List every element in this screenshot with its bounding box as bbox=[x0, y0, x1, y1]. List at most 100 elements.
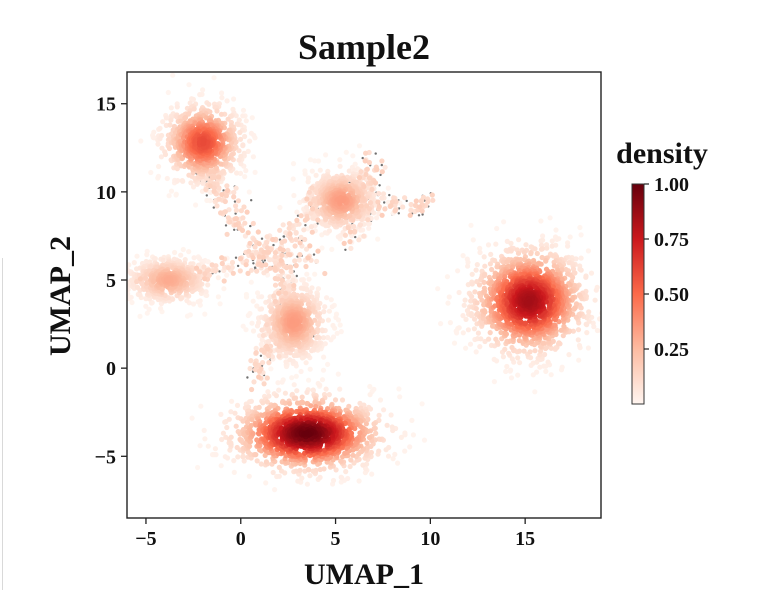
density-point bbox=[248, 267, 254, 273]
density-point bbox=[307, 243, 313, 249]
density-point bbox=[149, 300, 155, 306]
density-point bbox=[129, 299, 135, 306]
density-point bbox=[251, 379, 257, 385]
density-point bbox=[376, 412, 382, 418]
density-point bbox=[245, 270, 251, 276]
density-point bbox=[323, 386, 329, 392]
density-point bbox=[151, 278, 157, 284]
density-point bbox=[301, 227, 307, 233]
density-point bbox=[487, 261, 493, 267]
density-point bbox=[258, 306, 265, 312]
density-point bbox=[303, 360, 309, 366]
density-point bbox=[297, 467, 303, 473]
density-point bbox=[565, 271, 571, 277]
density-point bbox=[270, 469, 276, 476]
density-point bbox=[266, 298, 272, 304]
density-point bbox=[211, 75, 217, 81]
density-point bbox=[305, 301, 311, 307]
density-point bbox=[256, 254, 262, 260]
density-point bbox=[542, 351, 548, 358]
density-point bbox=[391, 195, 397, 201]
density-point bbox=[277, 342, 283, 348]
density-point bbox=[338, 458, 344, 464]
density-point bbox=[279, 277, 285, 283]
density-point bbox=[538, 246, 545, 252]
density-point bbox=[374, 167, 380, 173]
density-point bbox=[534, 250, 540, 257]
density-point bbox=[287, 357, 293, 363]
density-point bbox=[330, 477, 337, 484]
density-point bbox=[219, 90, 225, 96]
density-point bbox=[266, 393, 272, 399]
density-point bbox=[308, 224, 315, 230]
density-point bbox=[392, 451, 398, 457]
density-point bbox=[266, 338, 272, 345]
density-point bbox=[465, 327, 471, 333]
density-point bbox=[379, 158, 385, 164]
density-point bbox=[221, 286, 227, 292]
density-point bbox=[407, 212, 413, 218]
density-point bbox=[245, 404, 252, 410]
density-point bbox=[374, 215, 380, 221]
density-point bbox=[367, 406, 374, 412]
density-point bbox=[369, 186, 375, 192]
density-point bbox=[586, 309, 592, 315]
density-point bbox=[278, 281, 284, 287]
density-point bbox=[365, 417, 371, 423]
density-point bbox=[559, 364, 565, 370]
density-point bbox=[228, 123, 234, 129]
background-point bbox=[234, 212, 237, 215]
density-point bbox=[236, 157, 242, 163]
density-point bbox=[137, 292, 143, 298]
density-point bbox=[266, 328, 272, 334]
density-point bbox=[366, 435, 373, 441]
density-point bbox=[491, 379, 497, 385]
density-point bbox=[279, 252, 285, 258]
plot-area bbox=[117, 72, 607, 493]
density-point bbox=[304, 389, 310, 395]
density-point bbox=[477, 245, 483, 251]
density-point bbox=[117, 279, 122, 284]
density-point bbox=[281, 284, 287, 291]
density-point bbox=[455, 268, 461, 274]
density-point bbox=[276, 464, 282, 470]
density-point bbox=[346, 168, 352, 174]
density-point bbox=[367, 200, 374, 206]
density-point bbox=[588, 270, 595, 276]
density-point bbox=[465, 263, 471, 269]
density-point bbox=[463, 345, 469, 351]
density-point bbox=[337, 322, 343, 328]
density-point bbox=[392, 207, 398, 213]
density-point bbox=[231, 458, 237, 464]
density-point bbox=[474, 300, 480, 306]
density-point bbox=[504, 363, 510, 370]
density-point bbox=[508, 248, 514, 254]
density-point bbox=[207, 183, 213, 189]
density-point bbox=[575, 327, 582, 333]
density-point bbox=[308, 210, 314, 216]
density-point bbox=[252, 169, 258, 175]
density-point bbox=[367, 383, 373, 390]
density-point bbox=[233, 203, 239, 209]
density-point bbox=[602, 303, 607, 308]
density-point bbox=[250, 328, 257, 334]
density-point bbox=[590, 320, 596, 326]
density-point bbox=[570, 328, 577, 334]
density-point bbox=[195, 464, 201, 471]
density-point bbox=[319, 377, 326, 383]
density-point bbox=[134, 284, 141, 290]
density-point bbox=[478, 336, 484, 342]
density-point bbox=[175, 178, 181, 184]
density-point bbox=[325, 361, 331, 367]
density-point bbox=[224, 272, 230, 278]
density-point bbox=[225, 265, 231, 271]
density-point bbox=[257, 333, 263, 339]
density-point bbox=[243, 327, 249, 333]
density-point bbox=[380, 191, 387, 197]
density-point bbox=[250, 154, 256, 160]
density-point bbox=[294, 388, 300, 394]
density-point bbox=[224, 183, 230, 189]
density-point bbox=[476, 282, 483, 288]
density-point bbox=[168, 105, 174, 111]
density-point bbox=[314, 335, 320, 341]
